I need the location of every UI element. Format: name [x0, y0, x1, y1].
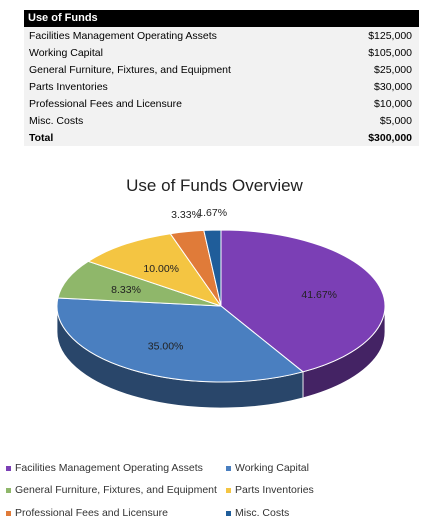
legend-item: General Furniture, Fixtures, and Equipme…	[6, 484, 217, 496]
pie-slice	[57, 260, 222, 307]
row-label: Parts Inventories	[29, 80, 108, 93]
legend-swatch	[226, 510, 231, 516]
legend-swatch	[6, 465, 11, 471]
legend-label: Professional Fees and Licensure	[15, 507, 168, 519]
row-label: Misc. Costs	[29, 114, 84, 127]
pie-data-label: 41.67%	[301, 289, 337, 301]
legend-item: Parts Inventories	[226, 484, 314, 496]
pie-data-label: 1.67%	[197, 207, 227, 219]
row-label: Facilities Management Operating Assets	[29, 29, 217, 42]
table-row: Professional Fees and Licensure $10,000	[24, 95, 419, 112]
table-row: Parts Inventories $30,000	[24, 78, 419, 95]
table-total-row: Total $300,000	[24, 129, 419, 146]
row-amount: $125,000	[368, 29, 412, 42]
total-label: Total	[29, 131, 54, 144]
legend-item: Misc. Costs	[226, 507, 289, 519]
total-amount: $300,000	[368, 131, 412, 144]
table-header: Use of Funds	[24, 10, 419, 27]
pie-slice	[220, 229, 386, 373]
row-amount: $25,000	[374, 63, 412, 76]
legend-swatch	[226, 465, 231, 471]
row-amount: $10,000	[374, 97, 412, 110]
pie-data-labels: 41.67% 35.00% 8.33%10.00% 3.33%1.67%	[111, 207, 337, 352]
row-amount: $5,000	[379, 114, 412, 127]
pie-slice	[56, 297, 305, 383]
legend-swatch	[6, 487, 11, 493]
legend-item: Professional Fees and Licensure	[6, 507, 168, 519]
row-label: Working Capital	[29, 46, 103, 59]
pie-top-faces	[56, 229, 386, 383]
legend-swatch	[226, 487, 231, 493]
pie-data-label: 10.00%	[143, 263, 179, 275]
pie-slice	[87, 233, 223, 307]
legend-item: Facilities Management Operating Assets	[6, 462, 203, 474]
legend-label: Working Capital	[235, 462, 309, 474]
table-row: Facilities Management Operating Assets $…	[24, 27, 419, 44]
pie-data-label: 8.33%	[111, 284, 141, 296]
chart-title: Use of Funds Overview	[126, 176, 303, 195]
legend-label: Facilities Management Operating Assets	[15, 462, 203, 474]
legend-label: General Furniture, Fixtures, and Equipme…	[15, 484, 217, 496]
legend-item: Working Capital	[226, 462, 309, 474]
row-label: Professional Fees and Licensure	[29, 97, 182, 110]
table-row: Misc. Costs $5,000	[24, 112, 419, 129]
chart-legend: Facilities Management Operating Assets W…	[0, 460, 429, 530]
row-label: General Furniture, Fixtures, and Equipme…	[29, 63, 231, 76]
use-of-funds-table: Use of Funds Facilities Management Opera…	[24, 10, 419, 146]
legend-swatch	[6, 510, 11, 516]
row-amount: $30,000	[374, 80, 412, 93]
pie-data-label: 35.00%	[148, 341, 184, 353]
pie-data-label: 3.33%	[171, 209, 201, 221]
row-amount: $105,000	[368, 46, 412, 59]
table-row: General Furniture, Fixtures, and Equipme…	[24, 61, 419, 78]
legend-label: Parts Inventories	[235, 484, 314, 496]
legend-label: Misc. Costs	[235, 507, 290, 519]
table-row: Working Capital $105,000	[24, 44, 419, 61]
pie-slice	[203, 229, 222, 307]
